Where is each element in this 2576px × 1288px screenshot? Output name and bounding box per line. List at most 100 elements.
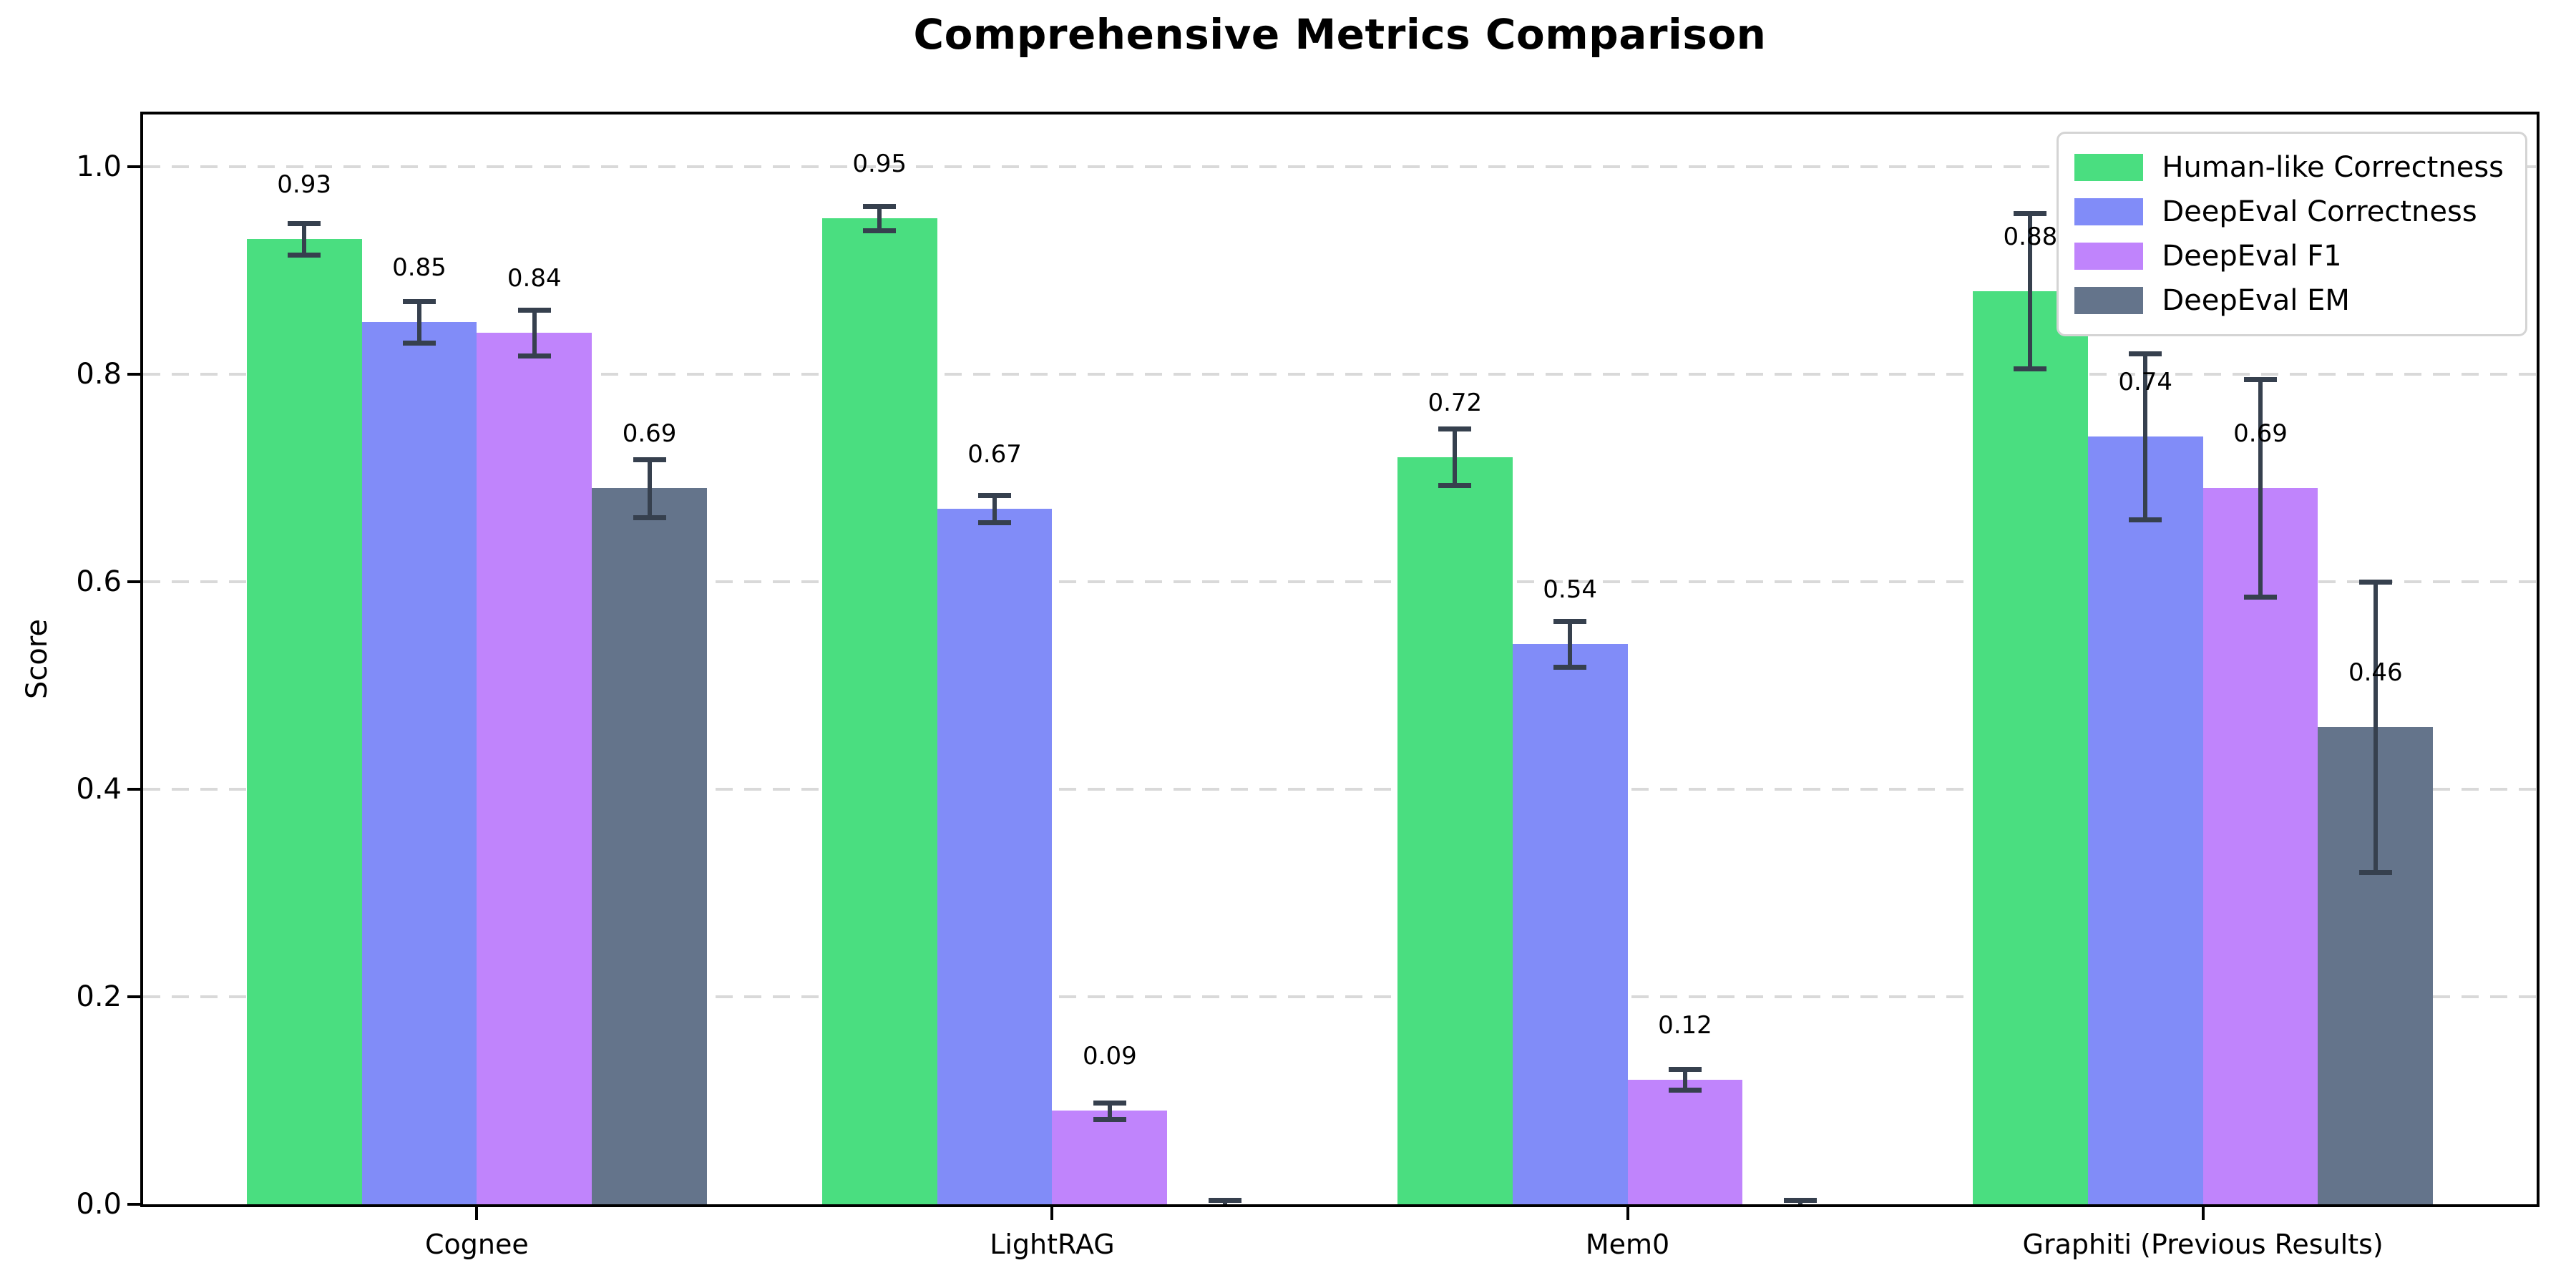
error-bar	[1682, 1069, 1687, 1091]
y-tick	[127, 787, 140, 791]
bar-deepeval-f1-1	[1052, 1111, 1168, 1204]
bar-human-like-correctness-2	[1397, 457, 1513, 1204]
error-bar	[877, 205, 882, 231]
bar-human-like-correctness-0	[246, 239, 362, 1204]
error-bar-cap	[2358, 869, 2392, 875]
error-bar	[2258, 379, 2263, 597]
x-tick-label-0: Cognee	[424, 1229, 529, 1260]
error-bar-cap	[863, 203, 897, 209]
error-bar	[302, 223, 307, 255]
chart-title: Comprehensive Metrics Comparison	[913, 10, 1767, 59]
error-bar-cap	[1783, 1198, 1817, 1204]
bar-value-label: 0.69	[622, 419, 677, 449]
right-spine	[2537, 114, 2540, 1204]
legend-item: DeepEval Correctness	[2074, 190, 2504, 234]
error-bar	[1107, 1102, 1112, 1120]
top-spine	[140, 112, 2540, 114]
error-bar	[1568, 620, 1573, 667]
bar-value-label: 0.74	[2118, 367, 2173, 396]
error-bar	[2028, 213, 2033, 369]
legend-label: DeepEval Correctness	[2162, 195, 2477, 228]
error-bar-cap	[978, 520, 1012, 526]
error-bar-cap	[1438, 482, 1472, 488]
gridline	[143, 580, 2537, 583]
y-tick	[127, 995, 140, 998]
y-tick-label: 1.0	[76, 150, 122, 183]
bar-deepeval-f1-3	[2202, 488, 2318, 1204]
error-bar-cap	[1438, 426, 1472, 432]
y-tick	[127, 580, 140, 583]
legend-label: DeepEval F1	[2162, 240, 2342, 273]
error-bar-cap	[978, 493, 1012, 499]
bar-value-label: 0.84	[507, 263, 562, 293]
error-bar-cap	[402, 299, 436, 305]
error-bar-cap	[2244, 595, 2278, 600]
bar-deepeval-correctness-1	[937, 509, 1053, 1204]
error-bar	[2143, 353, 2148, 519]
error-bar-cap	[1553, 664, 1587, 670]
legend-swatch-icon	[2074, 154, 2144, 181]
legend-swatch-icon	[2074, 198, 2144, 225]
error-bar-cap	[2129, 351, 2162, 356]
x-tick-label-3: Graphiti (Previous Results)	[2022, 1229, 2384, 1260]
bar-deepeval-correctness-0	[361, 322, 477, 1204]
y-tick	[127, 1203, 140, 1206]
y-tick-label: 0.0	[76, 1188, 122, 1221]
legend-swatch-icon	[2074, 243, 2144, 270]
bar-deepeval-f1-0	[477, 332, 592, 1204]
error-bar-cap	[288, 221, 321, 227]
x-tick	[1626, 1207, 1629, 1220]
error-bar-cap	[1553, 618, 1587, 624]
bar-value-label: 0.95	[852, 150, 907, 179]
legend-swatch-icon	[2074, 287, 2144, 314]
bar-deepeval-correctness-3	[2087, 436, 2203, 1204]
bar-value-label: 0.12	[1658, 1010, 1712, 1040]
y-tick-label: 0.4	[76, 772, 122, 806]
error-bar-cap	[1093, 1100, 1126, 1106]
bar-value-label: 0.46	[2348, 658, 2403, 687]
bar-deepeval-em-0	[592, 488, 707, 1204]
error-bar-cap	[633, 457, 666, 462]
bar-deepeval-f1-2	[1627, 1079, 1743, 1204]
bar-value-label: 0.85	[392, 253, 447, 283]
error-bar-cap	[1668, 1088, 1702, 1093]
x-tick-label-2: Mem0	[1585, 1229, 1670, 1260]
bar-value-label: 0.72	[1428, 388, 1483, 417]
gridline	[143, 995, 2537, 998]
gridline	[143, 372, 2537, 376]
x-tick	[1050, 1207, 1054, 1220]
legend-label: DeepEval EM	[2162, 284, 2350, 317]
error-bar-cap	[863, 228, 897, 234]
y-tick-label: 0.2	[76, 980, 122, 1013]
error-bar	[416, 301, 421, 343]
error-bar	[2373, 581, 2378, 872]
bar-value-label: 0.67	[967, 440, 1022, 469]
error-bar	[532, 309, 537, 356]
bar-value-label: 0.93	[277, 170, 331, 200]
error-bar	[992, 495, 997, 523]
x-tick	[2201, 1207, 2205, 1220]
bar-human-like-correctness-1	[821, 218, 937, 1204]
bar-human-like-correctness-3	[1972, 291, 2088, 1204]
error-bar-cap	[2244, 376, 2278, 382]
bar-value-label: 0.88	[2003, 222, 2058, 251]
bar-value-label: 0.69	[2233, 419, 2288, 449]
bar-deepeval-correctness-2	[1512, 643, 1628, 1204]
error-bar-cap	[288, 252, 321, 258]
bar-value-label: 0.09	[1083, 1042, 1137, 1071]
error-bar	[1453, 429, 1458, 485]
error-bar-cap	[517, 307, 551, 313]
y-axis-label: Score	[21, 618, 54, 700]
error-bar-cap	[1208, 1198, 1241, 1204]
error-bar	[647, 459, 652, 517]
gridline	[143, 165, 2537, 168]
error-bar-cap	[2358, 579, 2392, 585]
y-tick-label: 0.8	[76, 357, 122, 391]
legend-item: Human-like Correctness	[2074, 145, 2504, 190]
y-tick-label: 0.6	[76, 565, 122, 598]
x-tick	[475, 1207, 479, 1220]
error-bar-cap	[2014, 366, 2047, 372]
error-bar-cap	[1668, 1067, 1702, 1073]
bar-value-label: 0.54	[1543, 575, 1597, 604]
